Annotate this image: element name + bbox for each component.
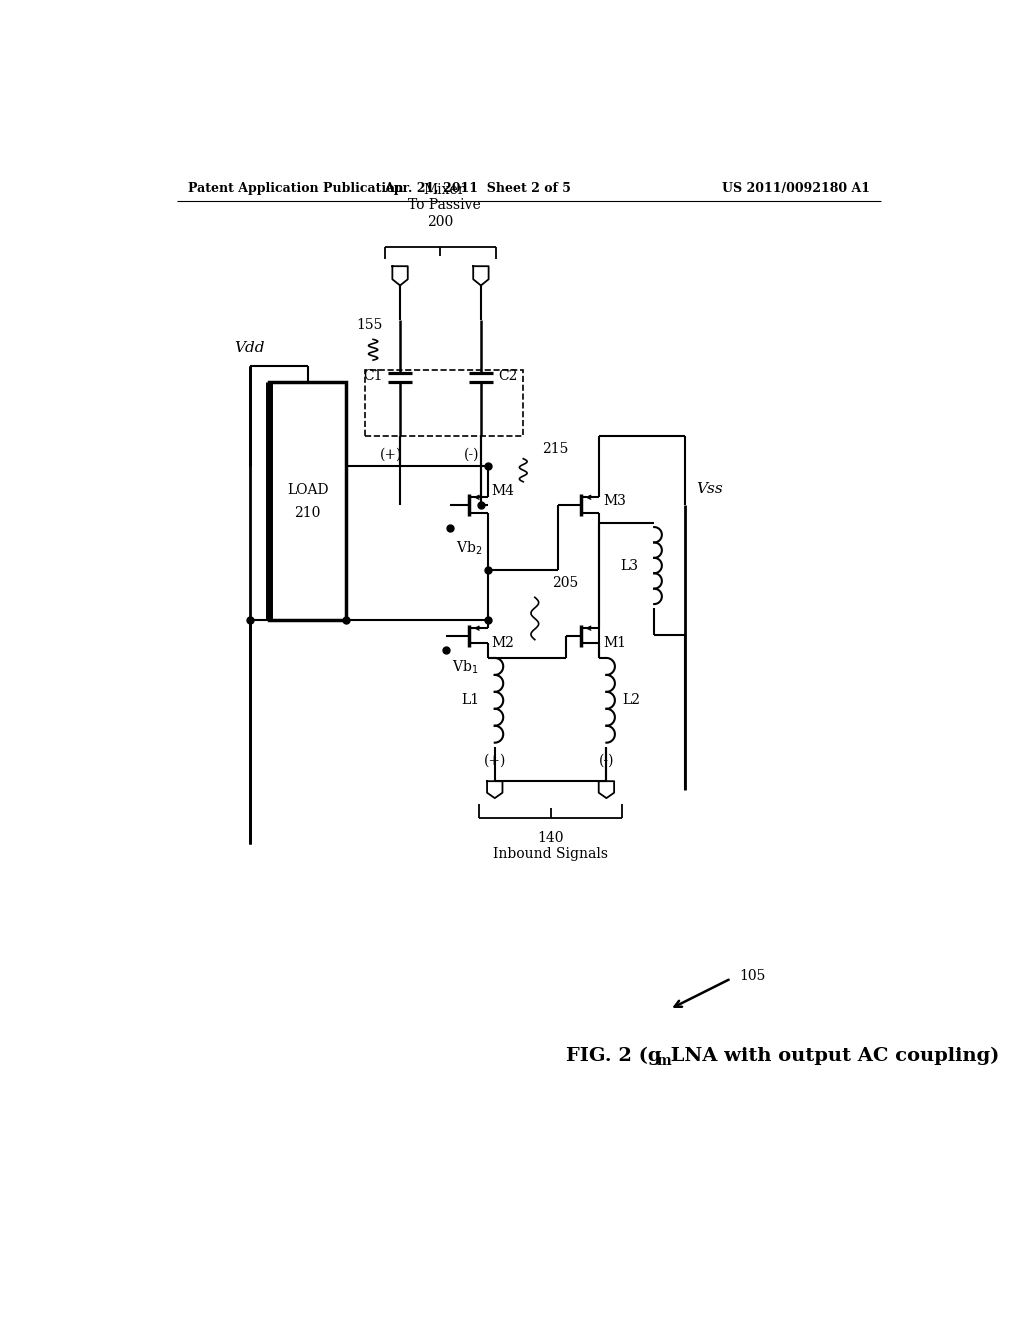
Text: LOAD: LOAD — [287, 483, 329, 496]
Polygon shape — [487, 781, 503, 799]
Text: M3: M3 — [603, 494, 627, 508]
Text: Apr. 21, 2011  Sheet 2 of 5: Apr. 21, 2011 Sheet 2 of 5 — [384, 182, 570, 194]
Text: 155: 155 — [356, 318, 382, 331]
Text: (+): (+) — [380, 447, 402, 462]
Text: L3: L3 — [621, 558, 639, 573]
Polygon shape — [599, 781, 614, 799]
Bar — [366, 370, 523, 436]
Polygon shape — [473, 267, 488, 285]
Text: Mixer: Mixer — [424, 183, 465, 197]
Text: (-): (-) — [599, 754, 614, 767]
Polygon shape — [392, 267, 408, 285]
Text: C1: C1 — [364, 368, 383, 383]
Text: 105: 105 — [739, 969, 765, 983]
Text: LNA with output AC coupling): LNA with output AC coupling) — [665, 1047, 999, 1064]
Text: M1: M1 — [603, 636, 627, 649]
Text: US 2011/0092180 A1: US 2011/0092180 A1 — [722, 182, 869, 194]
Text: (-): (-) — [464, 447, 479, 462]
Text: FIG. 2 (g: FIG. 2 (g — [565, 1047, 662, 1064]
Text: Vss: Vss — [696, 482, 723, 496]
Text: 205: 205 — [553, 577, 579, 590]
Text: C2: C2 — [498, 368, 517, 383]
Bar — [269, 381, 346, 620]
Text: 140: 140 — [538, 832, 564, 845]
Text: m: m — [656, 1053, 671, 1068]
Text: 200: 200 — [427, 215, 454, 230]
Text: L1: L1 — [461, 693, 479, 708]
Text: Inbound Signals: Inbound Signals — [494, 846, 608, 861]
Text: 210: 210 — [295, 506, 321, 520]
Text: Patent Application Publication: Patent Application Publication — [188, 182, 403, 194]
Text: (+): (+) — [483, 754, 506, 767]
Text: Vb$_2$: Vb$_2$ — [457, 540, 482, 557]
Text: L2: L2 — [622, 693, 640, 708]
Text: 215: 215 — [543, 442, 569, 457]
Text: M2: M2 — [492, 636, 515, 649]
Text: M4: M4 — [492, 484, 515, 498]
Text: Vb$_1$: Vb$_1$ — [453, 659, 479, 676]
Text: To Passive: To Passive — [408, 198, 480, 213]
Text: Vdd: Vdd — [234, 341, 265, 355]
